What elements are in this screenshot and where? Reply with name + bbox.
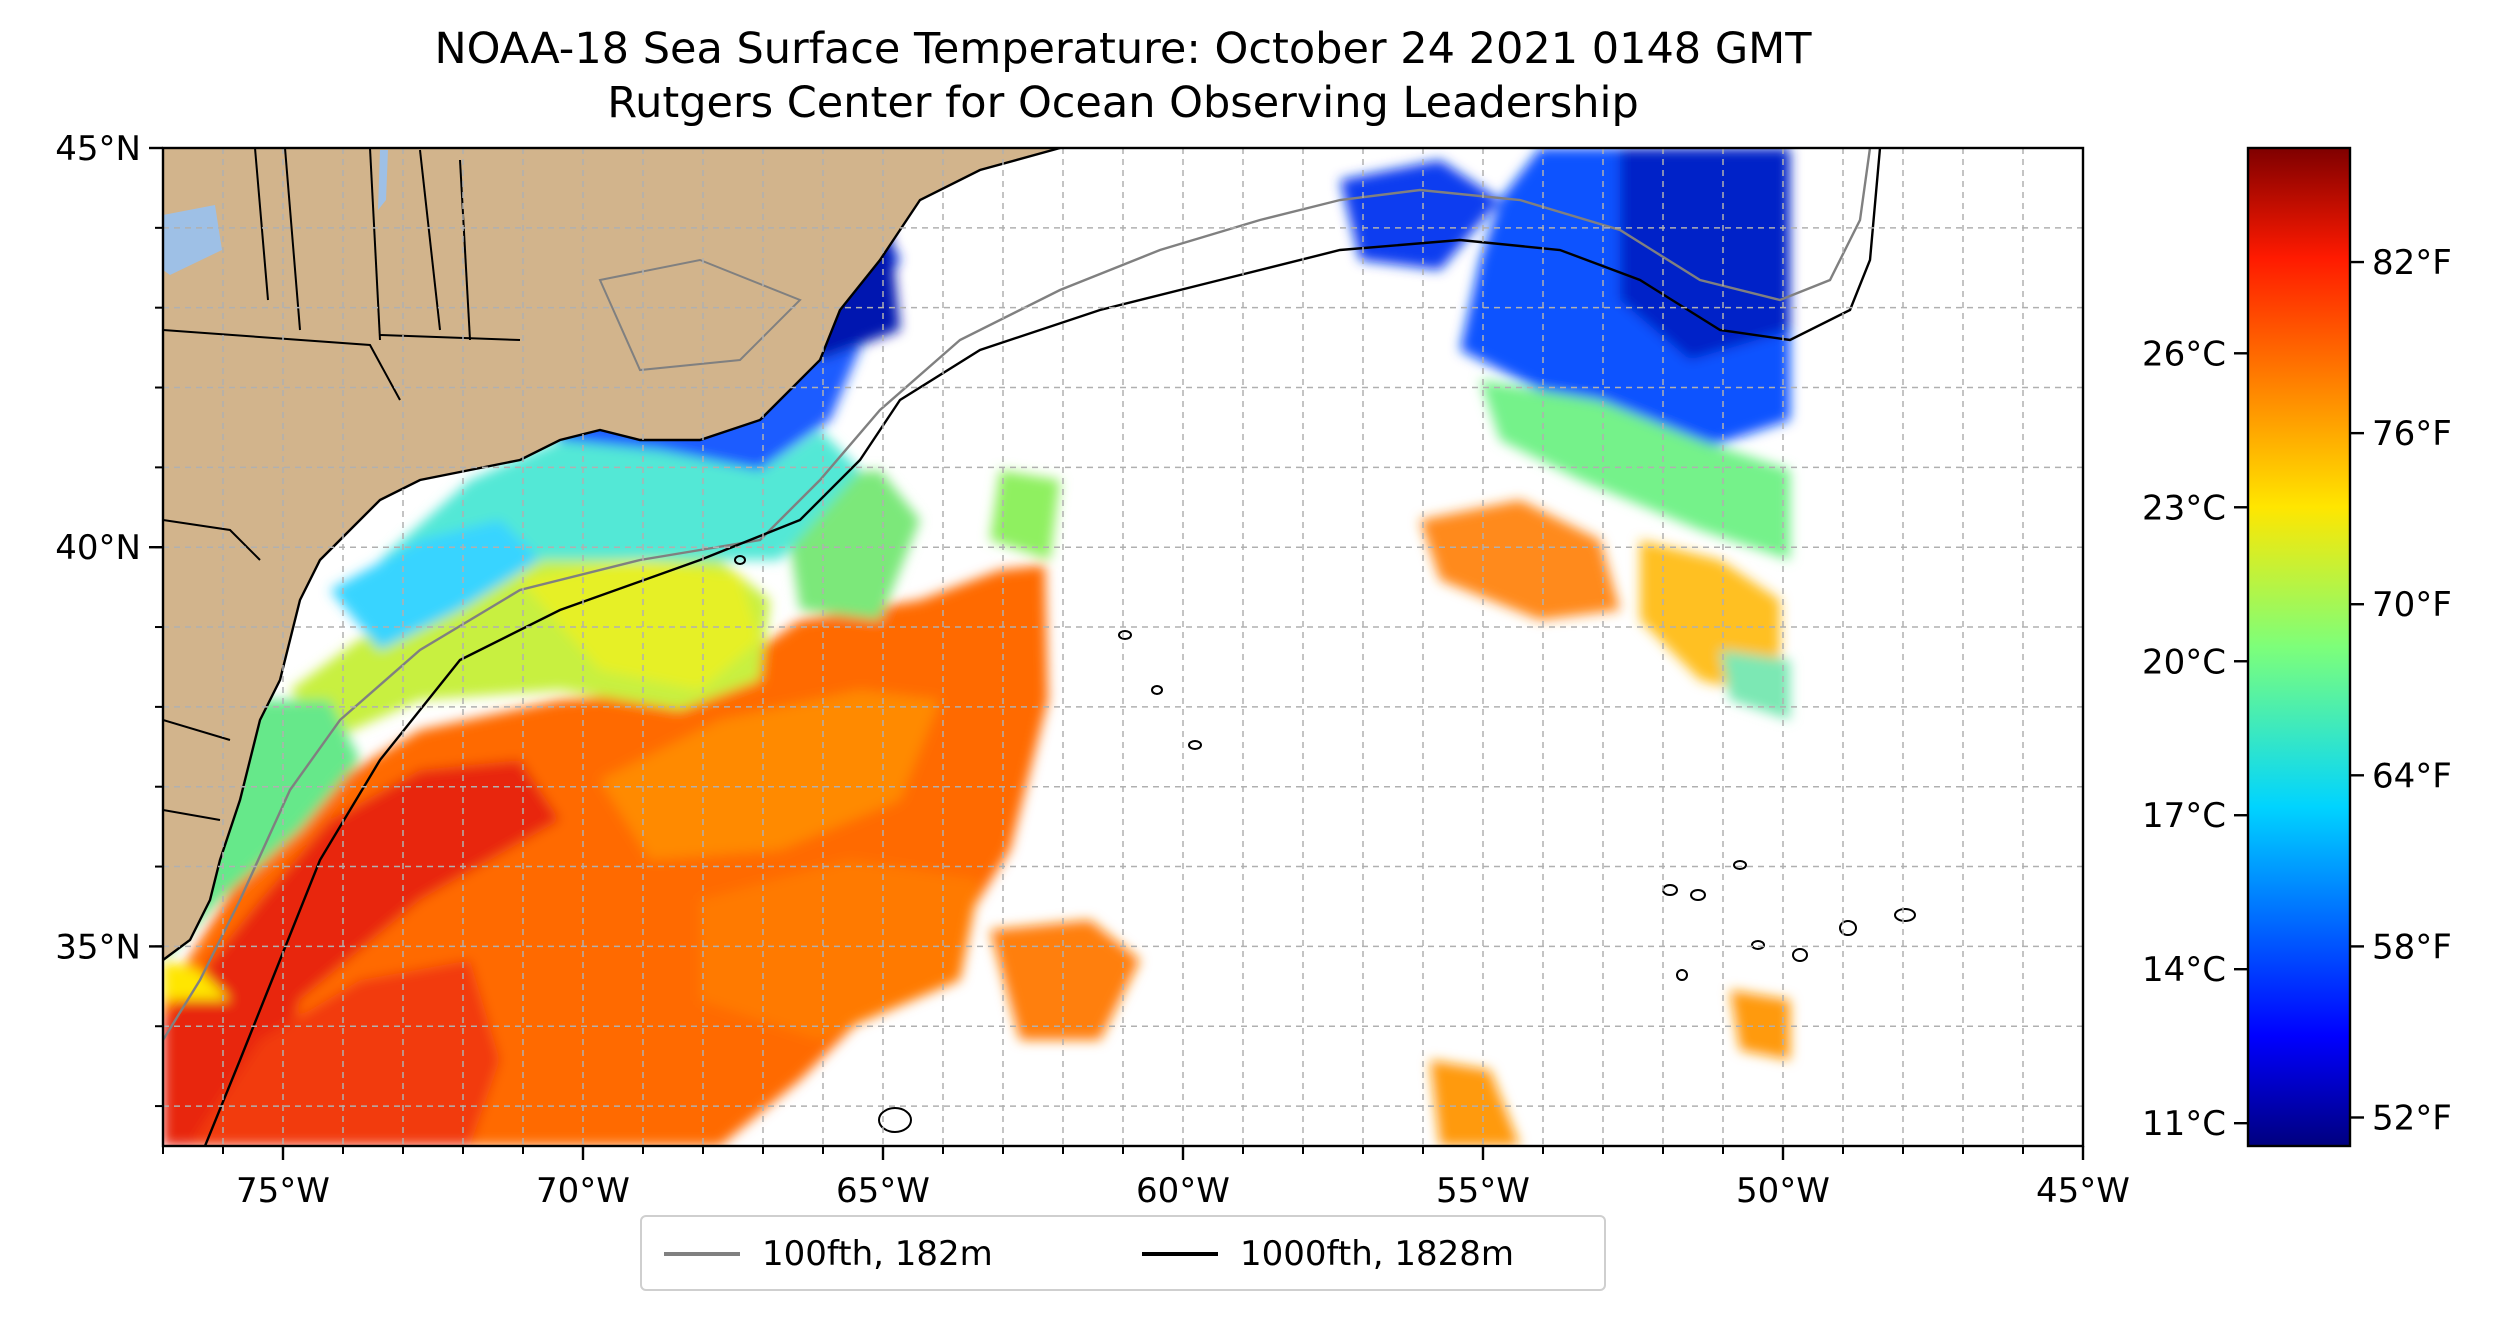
colorbar-f-label: 76°F	[2372, 414, 2452, 454]
legend-label-1000fth: 1000fth, 1828m	[1240, 1234, 1515, 1274]
y-tick-label: 40°N	[55, 528, 141, 568]
state-borders	[163, 148, 521, 821]
legend-item-1000fth: 1000fth, 1828m	[1142, 1231, 1514, 1277]
lake-ontario-edge	[163, 205, 222, 275]
x-tick-label: 55°W	[1436, 1171, 1530, 1211]
x-tick-label: 50°W	[1736, 1171, 1830, 1211]
land-mass	[163, 148, 1060, 960]
contour-georges	[598, 258, 802, 372]
coastline	[163, 148, 1061, 961]
lake-champlain	[378, 150, 388, 210]
contour-100fth	[163, 148, 1872, 1041]
legend-label-100fth: 100fth, 182m	[762, 1234, 993, 1274]
gridlines	[163, 148, 2083, 1146]
colorbar-f-label: 70°F	[2372, 585, 2452, 625]
legend-swatch-black	[1142, 1252, 1218, 1256]
colorbar-ticks: 82°F 76°F 70°F 64°F 58°F 52°F 26°C 23°C 20°C 17°C…	[2142, 243, 2452, 1144]
colorbar-f-label: 82°F	[2372, 243, 2452, 283]
contour-legend: 100fth, 182m 1000fth, 1828m	[640, 1215, 1606, 1291]
colorbar-f-label: 64°F	[2372, 756, 2452, 796]
axis-ticks: 75°W 70°W 65°W 60°W 55°W 50°W 45°W 45°N 40°N 35°N	[55, 129, 2130, 1211]
title-line-1: NOAA-18 Sea Surface Temperature: October…	[434, 24, 1812, 74]
seamount-outlines	[734, 555, 1916, 1133]
colorbar-c-label: 11°C	[2142, 1104, 2226, 1144]
x-tick-label: 45°W	[2036, 1171, 2130, 1211]
contour-1000fth	[203, 148, 1882, 1146]
colorbar-c-label: 14°C	[2142, 950, 2226, 990]
legend-swatch-gray	[664, 1252, 740, 1256]
x-tick-label: 70°W	[536, 1171, 630, 1211]
colorbar-f-label: 58°F	[2372, 927, 2452, 967]
map-title: NOAA-18 Sea Surface Temperature: October…	[163, 22, 2083, 130]
colorbar-c-label: 23°C	[2142, 488, 2226, 528]
y-tick-label: 35°N	[55, 927, 141, 967]
x-tick-label: 60°W	[1136, 1171, 1230, 1211]
colorbar	[2246, 146, 2352, 1148]
legend-item-100fth: 100fth, 182m	[664, 1231, 993, 1277]
colorbar-f-label: 52°F	[2372, 1098, 2452, 1138]
colorbar-c-label: 17°C	[2142, 796, 2226, 836]
x-tick-label: 65°W	[836, 1171, 930, 1211]
x-tick-label: 75°W	[236, 1171, 330, 1211]
y-tick-label: 45°N	[55, 129, 141, 169]
colorbar-c-label: 26°C	[2142, 334, 2226, 374]
colorbar-c-label: 20°C	[2142, 642, 2226, 682]
title-line-2: Rutgers Center for Ocean Observing Leade…	[607, 78, 1639, 128]
